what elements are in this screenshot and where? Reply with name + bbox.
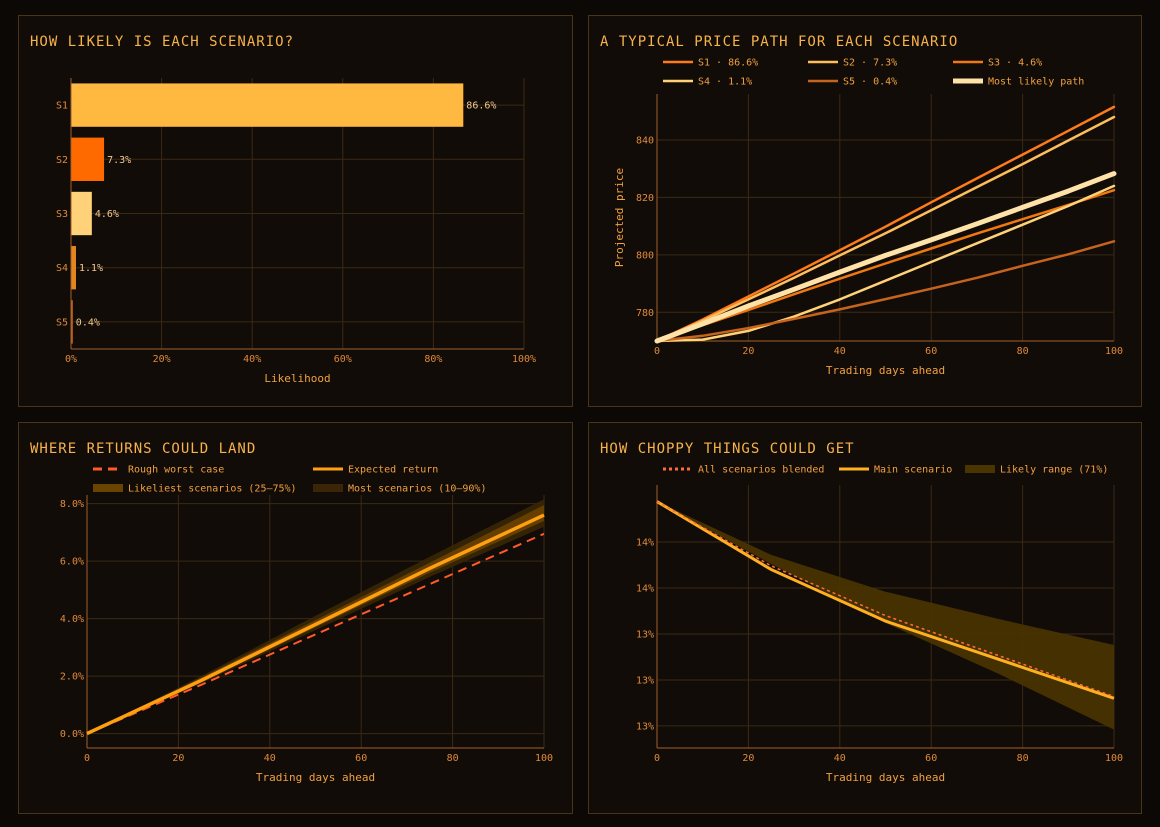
chart-svg: 0 20 40 60 80 100 0.0% 2.0% 4.0% 6.0% 8.0% Trading … bbox=[60, 465, 553, 785]
chart-svg: 0 20 40 60 80 100 13% 13% 13% 14% 14% Trading days … bbox=[636, 465, 1123, 785]
x-tick-label: 20% bbox=[153, 354, 171, 365]
panel-volatility: HOW CHOPPY THINGS COULD GET 0 20 40 60 80 100… bbox=[588, 422, 1142, 814]
y-tick-label: 4.0% bbox=[60, 614, 84, 625]
x-tick-label: 60 bbox=[355, 753, 367, 764]
bar bbox=[71, 137, 105, 181]
series-line bbox=[655, 188, 1116, 343]
x-tick-label: 80% bbox=[424, 354, 442, 365]
y-tick-label: S4 bbox=[56, 263, 68, 274]
series-line bbox=[86, 513, 545, 736]
bar-value-label: 86.6% bbox=[466, 101, 496, 112]
x-tick-label: 100 bbox=[535, 753, 553, 764]
series-line bbox=[655, 115, 1116, 343]
x-axis-label: Likelihood bbox=[264, 372, 330, 385]
chart-title: WHERE RETURNS COULD LAND bbox=[30, 441, 257, 457]
x-tick-label: 20 bbox=[172, 753, 184, 764]
chart-title: HOW LIKELY IS EACH SCENARIO? bbox=[30, 34, 295, 50]
legend-label: Most likely path bbox=[988, 77, 1084, 88]
legend-swatch bbox=[313, 484, 343, 492]
y-tick-label: S5 bbox=[56, 317, 68, 328]
legend-label: All scenarios blended bbox=[698, 465, 824, 476]
series-line bbox=[86, 532, 545, 735]
y-tick-label: 2.0% bbox=[60, 672, 84, 683]
panel-returns: WHERE RETURNS COULD LAND 0 20 40 60 80 100 0.0… bbox=[18, 422, 573, 814]
y-tick-label: 13% bbox=[636, 629, 654, 640]
y-tick-label: 0.0% bbox=[60, 729, 84, 740]
legend-label: Expected return bbox=[348, 465, 438, 476]
x-tick-label: 0 bbox=[654, 346, 660, 357]
y-tick-label: 13% bbox=[636, 721, 654, 732]
x-tick-label: 20 bbox=[742, 346, 754, 357]
chart-svg: 0% 20% 40% 60% 80% 100% S1 86.6% S2 7.3% S3 4.6% S4 1… bbox=[56, 78, 536, 385]
x-tick-label: 60% bbox=[334, 354, 352, 365]
bar bbox=[71, 300, 73, 344]
y-tick-label: 8.0% bbox=[60, 499, 84, 510]
x-tick-label: 100% bbox=[512, 354, 536, 365]
x-tick-label: 20 bbox=[742, 753, 754, 764]
x-tick-label: 40 bbox=[264, 753, 276, 764]
legend-label: Likeliest scenarios (25–75%) bbox=[128, 484, 297, 495]
y-tick-label: S2 bbox=[56, 155, 68, 166]
legend-label: S5 · 0.4% bbox=[843, 77, 897, 88]
series-line bbox=[655, 240, 1116, 343]
legend-label: Most scenarios (10–90%) bbox=[348, 484, 486, 495]
legend-label: S4 · 1.1% bbox=[698, 77, 752, 88]
x-tick-label: 0 bbox=[84, 753, 90, 764]
panel-price-paths: A TYPICAL PRICE PATH FOR EACH SCENARIO 0… bbox=[588, 15, 1142, 407]
y-tick-label: 840 bbox=[636, 135, 654, 146]
x-tick-label: 60 bbox=[925, 346, 937, 357]
x-axis-label: Trading days ahead bbox=[826, 771, 945, 784]
x-tick-label: 80 bbox=[1017, 346, 1029, 357]
y-axis-label: Projected price bbox=[613, 168, 626, 267]
chart-svg: 0 20 40 60 80 100 780 800 820 840 Trading days ahe… bbox=[613, 58, 1123, 378]
x-tick-label: 80 bbox=[447, 753, 459, 764]
bar bbox=[71, 191, 92, 236]
bar-value-label: 1.1% bbox=[79, 263, 103, 274]
range-band bbox=[657, 501, 1114, 730]
y-tick-label: 780 bbox=[636, 308, 654, 319]
legend-swatch bbox=[965, 465, 995, 473]
legend-label: Rough worst case bbox=[128, 465, 224, 476]
legend-swatch bbox=[93, 484, 123, 492]
x-tick-label: 0% bbox=[65, 354, 77, 365]
y-tick-label: 14% bbox=[636, 538, 654, 549]
x-tick-label: 80 bbox=[1017, 753, 1029, 764]
x-tick-label: 40 bbox=[834, 346, 846, 357]
x-tick-label: 60 bbox=[925, 753, 937, 764]
range-band bbox=[87, 499, 544, 734]
series-line bbox=[656, 500, 1115, 700]
series-line bbox=[655, 105, 1116, 343]
x-axis-label: Trading days ahead bbox=[256, 771, 375, 784]
x-axis-label: Trading days ahead bbox=[826, 364, 945, 377]
series-line bbox=[654, 171, 1117, 344]
bar-value-label: 4.6% bbox=[95, 209, 119, 220]
legend-label: Main scenario bbox=[874, 465, 952, 476]
x-tick-label: 40% bbox=[243, 354, 261, 365]
legend-label: Likely range (71%) bbox=[1000, 465, 1108, 476]
series-line bbox=[655, 184, 1116, 343]
legend-label: S2 · 7.3% bbox=[843, 58, 897, 69]
y-tick-label: 800 bbox=[636, 250, 654, 261]
legend-label: S3 · 4.6% bbox=[988, 58, 1042, 69]
y-tick-label: S3 bbox=[56, 209, 68, 220]
legend-label: S1 · 86.6% bbox=[698, 58, 758, 69]
panel-scenario-likelihood: HOW LIKELY IS EACH SCENARIO? 0% 20% 40% 60%… bbox=[18, 15, 573, 407]
x-tick-label: 0 bbox=[654, 753, 660, 764]
bar-value-label: 7.3% bbox=[107, 155, 131, 166]
x-tick-label: 100 bbox=[1105, 346, 1123, 357]
chart-title: HOW CHOPPY THINGS COULD GET bbox=[600, 441, 855, 457]
chart-title: A TYPICAL PRICE PATH FOR EACH SCENARIO bbox=[600, 34, 959, 50]
bar bbox=[71, 246, 76, 290]
y-tick-label: S1 bbox=[56, 101, 68, 112]
y-tick-label: 820 bbox=[636, 193, 654, 204]
y-tick-label: 6.0% bbox=[60, 557, 84, 568]
y-tick-label: 14% bbox=[636, 583, 654, 594]
x-tick-label: 100 bbox=[1105, 753, 1123, 764]
y-tick-label: 13% bbox=[636, 675, 654, 686]
bar bbox=[71, 83, 464, 127]
x-tick-label: 40 bbox=[834, 753, 846, 764]
bar-value-label: 0.4% bbox=[76, 317, 100, 328]
